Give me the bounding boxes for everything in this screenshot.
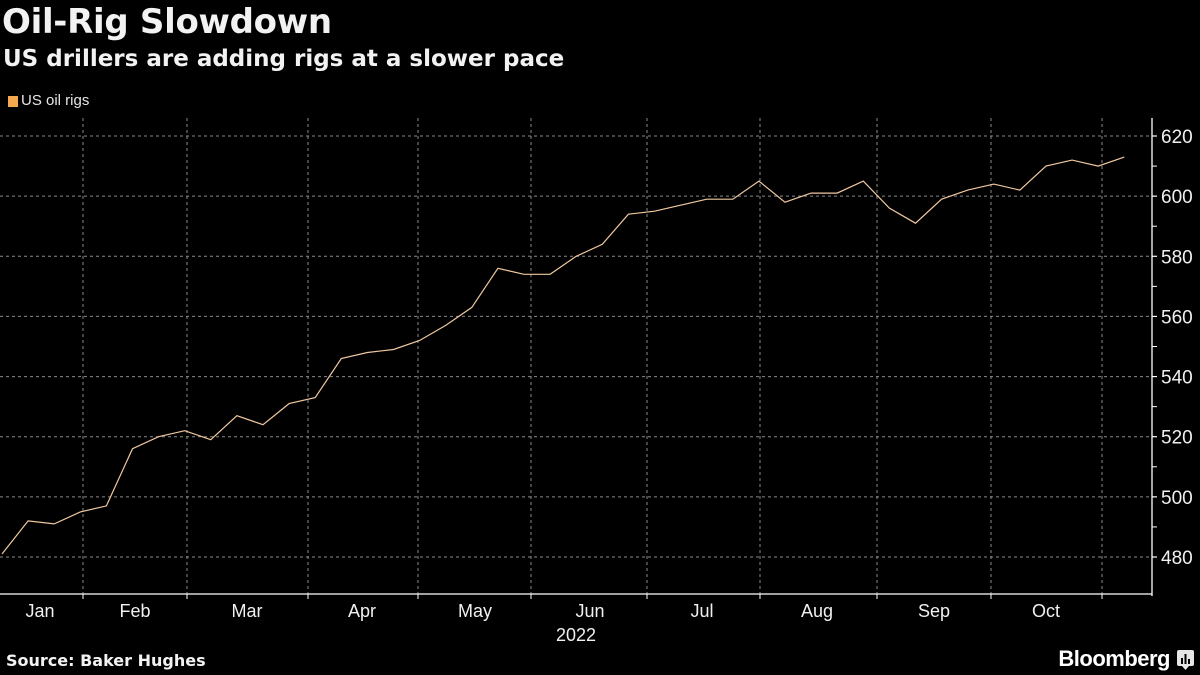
x-tick-label: Jul: [690, 601, 713, 621]
legend: US oil rigs: [8, 91, 89, 111]
y-tick-label: 480: [1161, 548, 1193, 569]
y-axis-labels: 480 500 520 540 560 580 600 620: [1161, 127, 1193, 569]
source-note: Source: Baker Hughes: [6, 651, 206, 670]
bloomberg-logo: Bloomberg: [1058, 646, 1170, 671]
x-tick-label: Mar: [232, 601, 263, 621]
y-tick-label: 520: [1161, 428, 1193, 449]
y-tick-label: 620: [1161, 127, 1193, 148]
horizontal-gridlines: [0, 135, 1152, 558]
legend-swatch-icon: [8, 95, 18, 107]
x-tick-label: Oct: [1032, 601, 1060, 621]
legend-label: US oil rigs: [21, 92, 90, 109]
bloomberg-chart-icon: [1177, 650, 1194, 670]
x-tick-label: Jun: [575, 601, 604, 621]
x-axis-labels: Jan Feb Mar Apr May Jun Jul Aug Sep Oct 2022: [25, 601, 1060, 645]
vertical-gridlines: [82, 118, 1103, 594]
x-year-label: 2022: [556, 625, 596, 645]
chart-subtitle: US drillers are adding rigs at a slower …: [3, 46, 565, 72]
y-tick-label: 500: [1161, 488, 1193, 509]
y-tick-label: 560: [1161, 307, 1193, 328]
y-tick-label: 580: [1161, 247, 1193, 268]
series-line-us-oil-rigs: [1, 156, 1125, 555]
y-tick-label: 540: [1161, 368, 1193, 389]
x-tick-label: Sep: [918, 601, 950, 621]
chart-title: Oil-Rig Slowdown: [2, 2, 332, 42]
x-tick-label: Feb: [119, 601, 150, 621]
y-tick-label: 600: [1161, 187, 1193, 208]
x-tick-label: Jan: [25, 601, 54, 621]
x-tick-label: May: [458, 601, 492, 621]
axes: [0, 118, 1157, 599]
x-tick-label: Aug: [801, 601, 833, 621]
x-tick-label: Apr: [348, 601, 376, 621]
